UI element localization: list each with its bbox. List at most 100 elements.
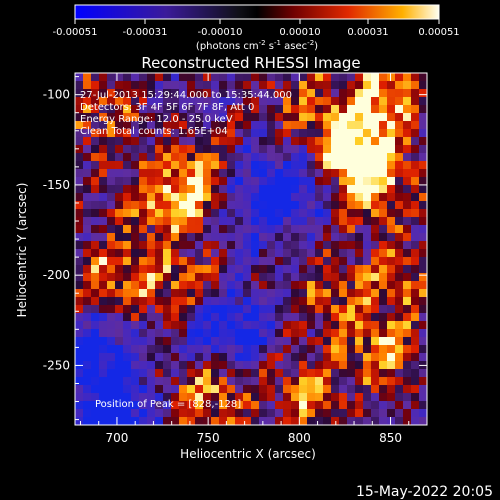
heatmap-cell [75, 225, 84, 234]
heatmap-cell [371, 265, 380, 274]
heatmap-cell [323, 257, 332, 266]
heatmap-cell [307, 233, 316, 242]
heatmap-cell [251, 361, 260, 370]
heatmap-cell [307, 417, 316, 425]
heatmap-cell [235, 121, 244, 130]
heatmap-cell [115, 249, 124, 258]
heatmap-cell [371, 193, 380, 202]
heatmap-cell [75, 241, 84, 250]
heatmap-cell [131, 353, 140, 362]
heatmap-cell [91, 217, 100, 226]
heatmap-cell [371, 137, 380, 146]
heatmap-cell [227, 225, 236, 234]
heatmap-cell [395, 385, 404, 394]
heatmap-cell [275, 81, 284, 90]
heatmap-cell [251, 113, 260, 122]
heatmap-cell [203, 177, 212, 186]
heatmap-cell [115, 353, 124, 362]
heatmap-cell [259, 377, 268, 386]
heatmap-cell [299, 409, 308, 418]
heatmap-cell [83, 265, 92, 274]
heatmap-cell [331, 249, 340, 258]
heatmap-cell [187, 401, 196, 410]
heatmap-cell [187, 137, 196, 146]
heatmap-cell [283, 345, 292, 354]
heatmap-cell [419, 417, 427, 425]
heatmap-cell [243, 233, 252, 242]
heatmap-cell [339, 89, 348, 98]
heatmap-cell [419, 337, 427, 346]
heatmap-cell [83, 281, 92, 290]
heatmap-cell [371, 105, 380, 114]
heatmap-cell [363, 177, 372, 186]
heatmap-cell [147, 297, 156, 306]
heatmap-cell [235, 177, 244, 186]
heatmap-cell [411, 81, 420, 90]
heatmap-cell [75, 121, 84, 130]
heatmap-cell [123, 233, 132, 242]
heatmap-cell [227, 313, 236, 322]
heatmap-cell [355, 369, 364, 378]
heatmap-cell [91, 113, 100, 122]
heatmap-cell [171, 385, 180, 394]
heatmap-cell [355, 273, 364, 282]
heatmap-cell [251, 193, 260, 202]
heatmap-cell [123, 105, 132, 114]
heatmap-cell [227, 217, 236, 226]
heatmap-cell [195, 113, 204, 122]
heatmap-cell [99, 137, 108, 146]
heatmap-cell [323, 385, 332, 394]
heatmap-cell [235, 273, 244, 282]
heatmap-cell [283, 297, 292, 306]
heatmap-cell [211, 401, 220, 410]
heatmap-cell [355, 129, 364, 138]
heatmap-cell [387, 137, 396, 146]
heatmap-cell [83, 305, 92, 314]
heatmap-cell [91, 121, 100, 130]
heatmap-cell [347, 305, 356, 314]
heatmap-cell [203, 393, 212, 402]
heatmap-cell [251, 81, 260, 90]
heatmap-cell [371, 353, 380, 362]
heatmap-cell [395, 361, 404, 370]
heatmap-cell [187, 233, 196, 242]
heatmap-cell [379, 153, 388, 162]
heatmap-cell [363, 169, 372, 178]
heatmap-cell [315, 233, 324, 242]
heatmap-cell [243, 161, 252, 170]
heatmap-cell [259, 289, 268, 298]
heatmap-cell [355, 209, 364, 218]
heatmap-cell [387, 169, 396, 178]
heatmap-cell [299, 289, 308, 298]
heatmap-cell [155, 209, 164, 218]
heatmap-cell [227, 337, 236, 346]
heatmap-cell [75, 265, 84, 274]
heatmap-cell [91, 337, 100, 346]
heatmap-cell [243, 337, 252, 346]
heatmap-cell [387, 273, 396, 282]
heatmap-cell [299, 73, 308, 82]
heatmap-cell [243, 417, 252, 425]
peak-position-label: Position of Peak = [828,-128] [95, 399, 241, 410]
heatmap-cell [315, 241, 324, 250]
heatmap-cell [123, 89, 132, 98]
heatmap-cell [99, 329, 108, 338]
heatmap-cell [107, 121, 116, 130]
heatmap-cell [91, 417, 100, 425]
heatmap-cell [99, 161, 108, 170]
heatmap-cell [147, 233, 156, 242]
heatmap-cell [179, 273, 188, 282]
heatmap-cell [323, 89, 332, 98]
heatmap-cell [331, 401, 340, 410]
heatmap-cell [387, 129, 396, 138]
heatmap-cell [123, 161, 132, 170]
heatmap-cell [115, 345, 124, 354]
heatmap-cell [179, 289, 188, 298]
heatmap-cell [259, 217, 268, 226]
heatmap-cell [331, 169, 340, 178]
heatmap-cell [363, 89, 372, 98]
heatmap-cell [139, 73, 148, 82]
heatmap-cell [99, 105, 108, 114]
heatmap-cell [91, 361, 100, 370]
heatmap-cell [259, 385, 268, 394]
